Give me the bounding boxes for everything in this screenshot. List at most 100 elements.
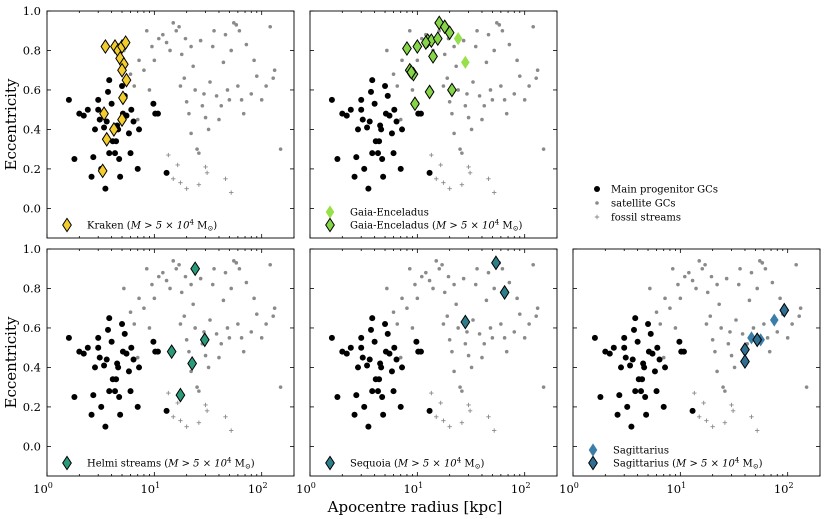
- satellite-gc-point: [128, 310, 133, 314]
- satellite-gc-point: [522, 98, 527, 102]
- satellite-gc-point: [440, 262, 444, 267]
- main-progenitor-gc-point: [95, 344, 102, 351]
- satellite-gc-point: [442, 290, 447, 295]
- fossil-stream-point: [223, 414, 228, 419]
- fossil-stream-point: [441, 418, 446, 423]
- main-progenitor-gc-point: [71, 394, 78, 401]
- satellite-gc-point: [517, 74, 522, 78]
- satellite-gc-point: [225, 88, 230, 92]
- background-points: [65, 21, 283, 195]
- satellite-gc-point: [531, 24, 535, 29]
- satellite-gc-point: [723, 389, 727, 393]
- satellite-gc-point: [234, 261, 239, 265]
- satellite-gc-point: [214, 332, 219, 336]
- main-progenitor-gc-point: [91, 364, 98, 371]
- satellite-gc-point: [482, 341, 487, 346]
- x-axis-label: Apocentre radius [kpc]: [327, 498, 503, 516]
- main-progenitor-gc-point: [150, 100, 157, 107]
- fossil-stream-point: [429, 152, 434, 158]
- main-progenitor-gc-point: [106, 150, 113, 157]
- main-progenitor-gc-point: [354, 364, 361, 371]
- satellite-gc-point: [507, 280, 512, 285]
- fossil-stream-point: [196, 420, 202, 425]
- main-progenitor-gc-point: [150, 338, 157, 345]
- main-progenitor-gc-point: [353, 392, 360, 399]
- satellite-gc-point: [541, 385, 546, 389]
- satellite-gc-point: [178, 84, 183, 88]
- main-progenitor-gc-point: [80, 350, 87, 357]
- gaia-enceladus-point: [424, 84, 435, 100]
- satellite-gc-point: [713, 349, 717, 354]
- satellite-gc-point: [729, 353, 734, 358]
- satellite-gc-point: [156, 36, 161, 41]
- main-progenitor-gc-point: [117, 173, 124, 180]
- fossil-stream-point: [171, 414, 176, 419]
- fossil-stream-point: [492, 428, 497, 433]
- main-progenitor-gc-point: [622, 354, 629, 361]
- satellite-gc-point: [405, 306, 409, 311]
- main-progenitor-gc-point: [617, 364, 624, 371]
- satellite-gc-point: [132, 322, 137, 326]
- satellite-gc-point: [391, 310, 396, 314]
- satellite-gc-point: [184, 338, 189, 342]
- satellite-gc-point: [463, 103, 468, 108]
- satellite-gc-point: [395, 322, 400, 326]
- satellite-gc-point: [492, 286, 497, 291]
- main-progenitor-gc-point: [116, 156, 123, 163]
- main-progenitor-gc-point: [632, 315, 639, 322]
- fossil-stream-point: [196, 182, 202, 187]
- satellite-gc-point: [223, 270, 228, 275]
- satellite-gc-point: [690, 278, 695, 283]
- series-helmi: [166, 261, 210, 403]
- kraken-point: [117, 62, 127, 78]
- satellite-gc-point: [187, 111, 191, 116]
- fossil-stream-point: [710, 424, 715, 429]
- main-progenitor-gc-point: [689, 407, 696, 414]
- main-progenitor-gc-point: [359, 116, 366, 123]
- kraken-point: [109, 121, 119, 137]
- gaia-enceladus-point: [461, 55, 470, 69]
- main-progenitor-gc-point: [351, 173, 358, 180]
- axis-ticks: [309, 10, 558, 238]
- satellite-gc-point: [171, 21, 176, 25]
- main-progenitor-gc-point: [127, 150, 134, 157]
- satellite-gc-point: [398, 355, 403, 360]
- satellite-gc-point: [497, 23, 502, 27]
- main-progenitor-gc-point: [334, 156, 341, 163]
- fossil-stream-point: [755, 428, 760, 433]
- satellite-gc-point: [441, 322, 446, 326]
- satellite-gc-point: [484, 298, 489, 303]
- gaia-enceladus-point: [453, 32, 463, 46]
- satellite-gc-point: [241, 111, 246, 116]
- kraken-point: [100, 39, 111, 55]
- gaia-enceladus-point: [444, 25, 455, 41]
- sequoia-point: [460, 314, 471, 330]
- main-progenitor-gc-point: [84, 344, 91, 351]
- satellite-gc-point: [164, 40, 169, 45]
- fossil-stream-point: [229, 190, 234, 195]
- helmi-point: [175, 387, 186, 403]
- main-progenitor-gc-point: [388, 130, 395, 137]
- satellite-gc-point: [785, 336, 790, 340]
- kraken-point: [101, 131, 112, 147]
- main-progenitor-gc-point: [351, 411, 358, 418]
- main-progenitor-gc-point: [88, 411, 95, 418]
- satellite-gc-point: [670, 266, 675, 271]
- satellite-gc-point: [504, 111, 509, 116]
- main-progenitor-gc-point: [108, 100, 115, 107]
- satellite-gc-point: [732, 365, 737, 370]
- main-progenitor-gc-point: [388, 368, 395, 375]
- satellite-gc-point: [254, 312, 259, 316]
- satellite-gc-point: [469, 365, 474, 370]
- legend-marker: [588, 455, 598, 471]
- legend-main-marker: [594, 186, 600, 192]
- satellite-gc-point: [221, 60, 226, 65]
- kraken-point: [117, 112, 127, 128]
- satellite-gc-point: [152, 296, 157, 301]
- satellite-gc-point: [442, 52, 447, 57]
- satellite-gc-point: [135, 117, 140, 122]
- satellite-gc-point: [705, 290, 710, 295]
- legend-marker: [325, 205, 335, 219]
- legend-label: Kraken (M > 5 × 104 M⊙): [87, 219, 217, 233]
